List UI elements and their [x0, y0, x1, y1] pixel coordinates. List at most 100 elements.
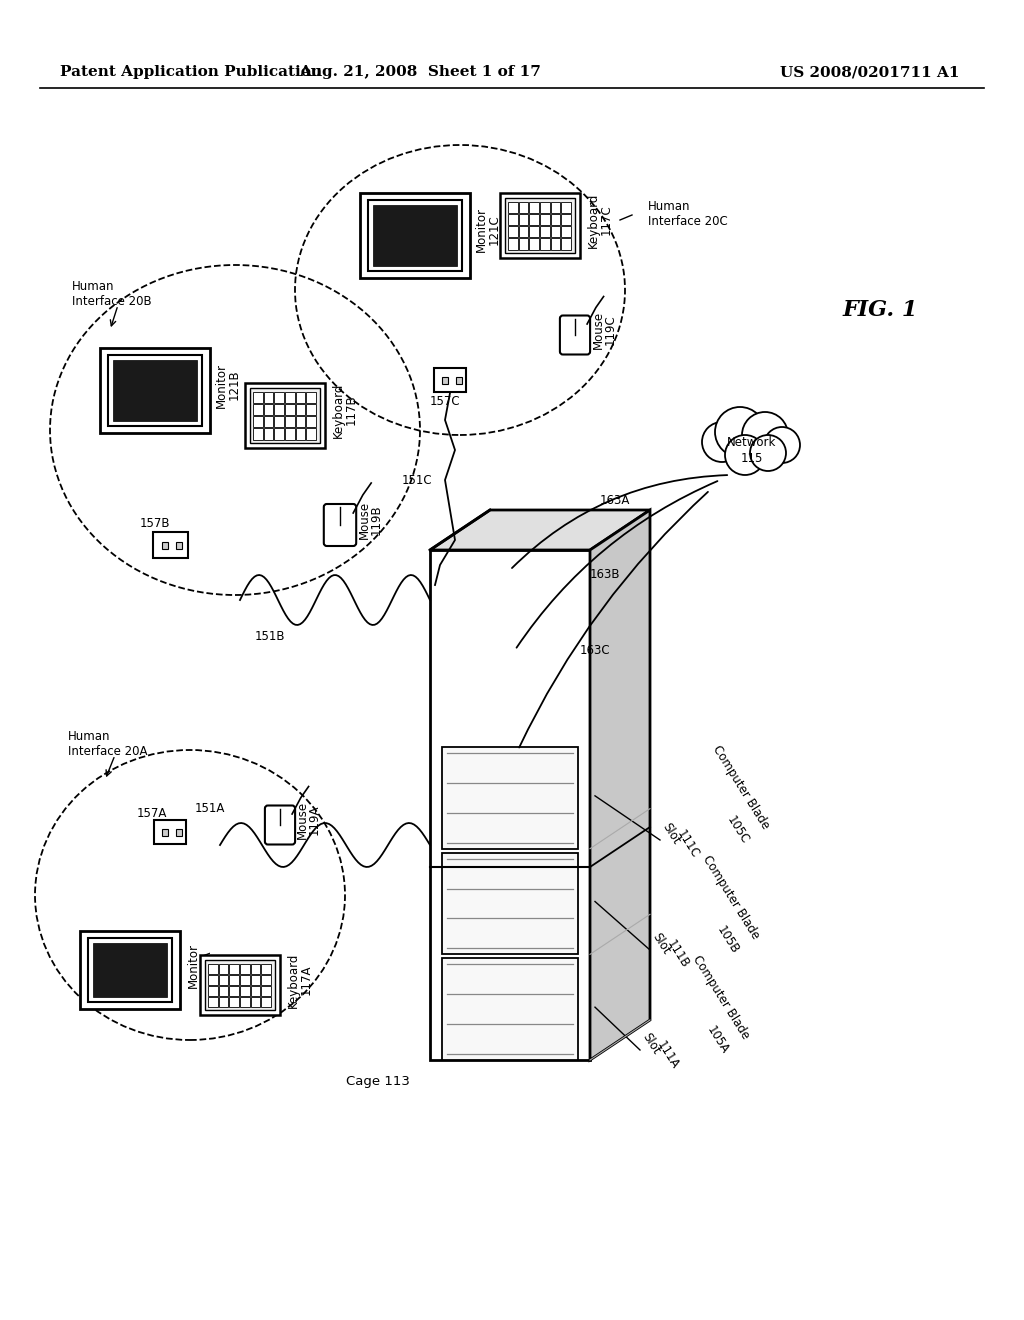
Text: Human
Interface 20A: Human Interface 20A — [68, 730, 147, 758]
Bar — [263, 392, 273, 403]
Text: 121A: 121A — [200, 950, 213, 981]
Text: Cage 113: Cage 113 — [346, 1074, 410, 1088]
Bar — [219, 975, 228, 985]
Text: 105A: 105A — [705, 1023, 731, 1056]
FancyBboxPatch shape — [265, 805, 295, 845]
Bar — [561, 238, 571, 249]
Text: FIG. 1: FIG. 1 — [843, 300, 918, 321]
Text: 151C: 151C — [401, 474, 432, 487]
Bar — [251, 997, 260, 1007]
Bar — [442, 958, 578, 1060]
Bar — [229, 986, 239, 997]
Text: Slot: Slot — [650, 931, 673, 957]
Bar — [162, 829, 168, 836]
Text: Human
Interface 20B: Human Interface 20B — [72, 280, 152, 308]
Text: Human
Interface 20C: Human Interface 20C — [648, 201, 728, 228]
Bar — [176, 543, 182, 549]
Circle shape — [742, 412, 788, 458]
Bar — [253, 428, 263, 440]
Text: 119A: 119A — [308, 805, 321, 836]
Bar — [108, 355, 202, 425]
Bar — [368, 199, 462, 271]
Bar — [296, 416, 305, 428]
Bar — [100, 347, 210, 433]
Bar — [208, 986, 218, 997]
Bar — [245, 383, 325, 447]
Bar — [373, 205, 457, 265]
Bar — [296, 428, 305, 440]
Bar — [263, 404, 273, 414]
Circle shape — [702, 422, 742, 462]
Bar — [306, 416, 316, 428]
Text: Monitor: Monitor — [187, 942, 200, 987]
Text: US 2008/0201711 A1: US 2008/0201711 A1 — [780, 65, 961, 79]
Bar — [240, 964, 250, 974]
Bar — [505, 198, 575, 252]
Bar — [219, 964, 228, 974]
Bar — [93, 942, 167, 997]
Bar — [442, 378, 449, 384]
Text: 105C: 105C — [724, 813, 752, 846]
Bar — [208, 975, 218, 985]
Text: 111B: 111B — [664, 939, 691, 972]
Text: 163C: 163C — [580, 644, 610, 656]
Bar — [240, 975, 250, 985]
Bar — [551, 226, 560, 238]
Text: Keyboard: Keyboard — [332, 383, 345, 438]
Bar — [442, 853, 578, 954]
Text: Computer Blade: Computer Blade — [700, 854, 762, 942]
Polygon shape — [590, 510, 650, 1060]
Bar — [229, 975, 239, 985]
Bar — [274, 416, 284, 428]
Bar — [551, 238, 560, 249]
Text: Network: Network — [727, 436, 776, 449]
Bar — [253, 404, 263, 414]
Bar — [153, 532, 187, 558]
Bar — [519, 238, 528, 249]
FancyBboxPatch shape — [560, 315, 590, 355]
Bar — [251, 975, 260, 985]
Bar — [261, 986, 271, 997]
Bar — [154, 820, 186, 843]
Text: Slot: Slot — [640, 1031, 663, 1057]
Bar — [229, 964, 239, 974]
Bar — [296, 404, 305, 414]
Bar — [508, 238, 518, 249]
Text: 151B: 151B — [255, 630, 286, 643]
Text: Aug. 21, 2008  Sheet 1 of 17: Aug. 21, 2008 Sheet 1 of 17 — [299, 65, 541, 79]
Bar — [285, 428, 295, 440]
Text: Computer Blade: Computer Blade — [710, 743, 772, 832]
Bar — [263, 428, 273, 440]
Bar — [529, 238, 539, 249]
Bar — [200, 954, 280, 1015]
Bar — [274, 404, 284, 414]
Bar — [240, 997, 250, 1007]
Text: Mouse: Mouse — [296, 801, 309, 840]
Bar — [540, 238, 550, 249]
Bar — [306, 404, 316, 414]
Bar — [208, 997, 218, 1007]
Bar — [306, 392, 316, 403]
Text: Monitor: Monitor — [475, 207, 488, 252]
Circle shape — [750, 436, 786, 471]
Bar — [285, 392, 295, 403]
Bar — [261, 997, 271, 1007]
Bar — [285, 404, 295, 414]
Text: Keyboard: Keyboard — [587, 193, 600, 248]
Bar — [261, 964, 271, 974]
Text: 163B: 163B — [590, 569, 621, 582]
Text: 117A: 117A — [300, 965, 313, 995]
Bar — [360, 193, 470, 277]
Bar — [456, 378, 462, 384]
Text: 119B: 119B — [370, 504, 383, 536]
Bar — [205, 960, 275, 1010]
Bar — [274, 392, 284, 403]
Bar — [219, 997, 228, 1007]
Bar — [508, 214, 518, 224]
Text: Patent Application Publication: Patent Application Publication — [60, 65, 322, 79]
Text: Keyboard: Keyboard — [287, 952, 300, 1007]
Text: 111C: 111C — [674, 828, 701, 861]
Bar — [240, 986, 250, 997]
Text: 121C: 121C — [488, 215, 501, 246]
Text: 121B: 121B — [228, 370, 241, 400]
